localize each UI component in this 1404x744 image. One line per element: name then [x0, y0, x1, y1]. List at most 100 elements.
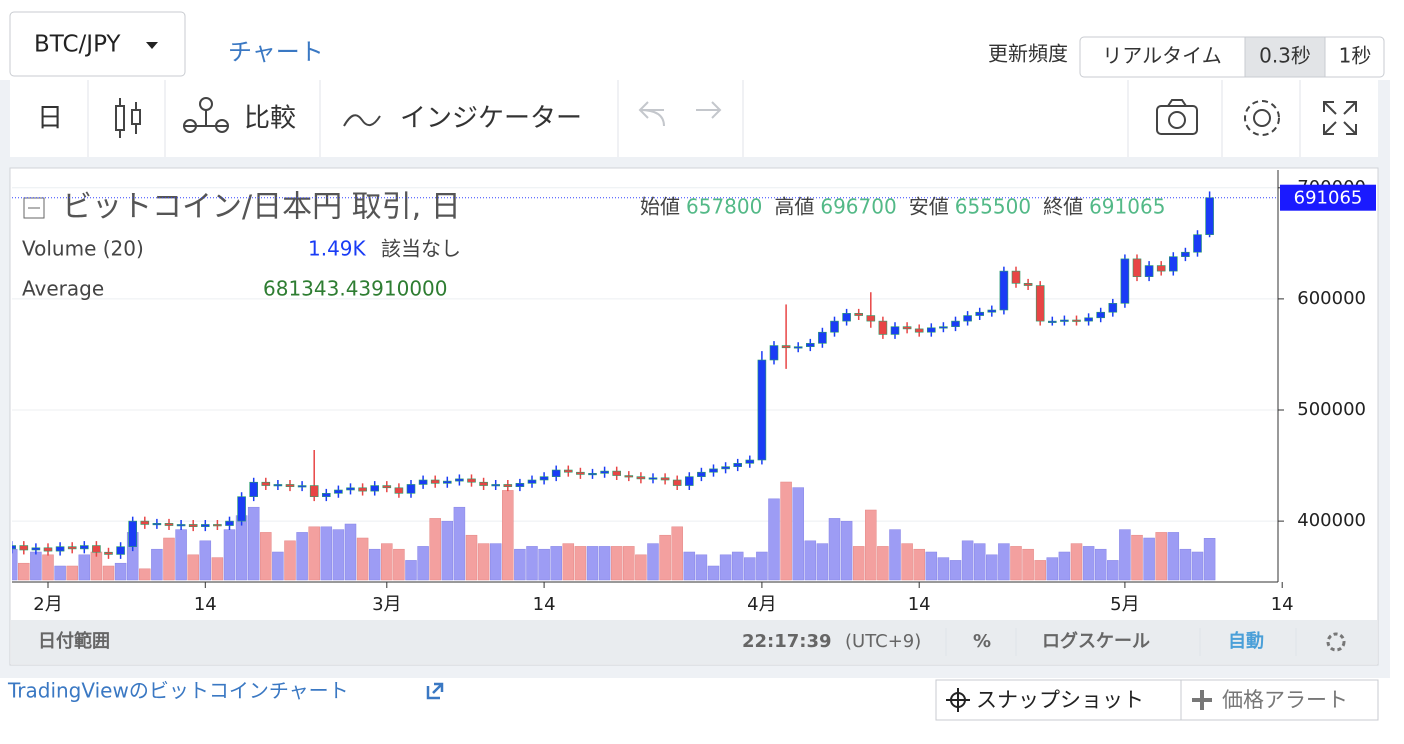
- refresh-option[interactable]: 0.3秒: [1259, 44, 1311, 68]
- volume-bar: [465, 534, 478, 581]
- settings-icon[interactable]: [1244, 100, 1280, 136]
- chart-title: ビットコイン/日本円 取引, 日: [62, 190, 461, 225]
- candle-body: [152, 523, 162, 526]
- interval-button[interactable]: 日: [37, 104, 63, 134]
- candle-body: [116, 546, 125, 555]
- volume-bar: [320, 526, 333, 581]
- candle-body: [455, 478, 464, 482]
- compare-icon[interactable]: [183, 97, 229, 133]
- candle-body: [1144, 265, 1154, 277]
- volume-bar: [356, 537, 369, 581]
- volume-bar: [441, 520, 454, 581]
- study-name: Average: [22, 277, 104, 301]
- candle-body: [890, 326, 900, 335]
- candle-body: [309, 485, 319, 497]
- candle-body: [805, 343, 815, 347]
- plot: [12, 187, 1278, 581]
- volume-bar: [187, 554, 199, 581]
- candle-body: [1023, 283, 1033, 286]
- tradingview-link[interactable]: TradingViewのビットコインチャート: [7, 679, 349, 703]
- fullscreen-icon[interactable]: [1323, 101, 1357, 135]
- volume-bar: [1119, 529, 1131, 581]
- candle-body: [442, 480, 452, 484]
- volume-bar: [901, 543, 913, 581]
- timezone[interactable]: (UTC+9): [845, 631, 921, 652]
- volume-bar: [562, 543, 575, 581]
- candle-body: [104, 551, 113, 555]
- candle-body: [1156, 265, 1166, 272]
- candle-body: [321, 493, 331, 497]
- candle-body: [539, 476, 549, 481]
- candle-body: [624, 475, 634, 478]
- volume-bar: [973, 543, 986, 581]
- x-tick-label: 14: [1271, 594, 1294, 615]
- volume-bar: [368, 548, 381, 581]
- candle-body: [346, 487, 355, 491]
- volume-bar: [1034, 560, 1046, 581]
- legend-value: 655500: [955, 195, 1031, 219]
- volume-bar: [66, 565, 78, 581]
- y-tick-label: 500000: [1297, 399, 1366, 420]
- volume-bar: [768, 498, 780, 581]
- volume-bar: [647, 543, 659, 581]
- camera-icon[interactable]: [1156, 99, 1198, 135]
- candle-body: [503, 484, 513, 487]
- alert-button[interactable]: 価格アラート: [1222, 688, 1348, 712]
- candle-body: [527, 479, 537, 484]
- candle-body: [1096, 311, 1105, 319]
- volume-bar: [1143, 537, 1155, 581]
- volume-bar: [344, 523, 357, 581]
- candle-body: [491, 484, 501, 487]
- undo[interactable]: [638, 101, 665, 127]
- candle-body: [176, 524, 186, 527]
- candle-body: [660, 477, 670, 481]
- candle-body: [902, 326, 912, 330]
- redo[interactable]: [696, 101, 722, 119]
- snapshot-button[interactable]: スナップショット: [976, 688, 1144, 712]
- percent-toggle[interactable]: %: [973, 631, 991, 652]
- volume-bar: [586, 546, 599, 581]
- candle-body: [479, 481, 488, 486]
- indicators-button[interactable]: インジケーター: [400, 104, 582, 134]
- log-toggle[interactable]: ログスケール: [1042, 630, 1150, 652]
- volume-bar: [961, 540, 974, 581]
- footer-bar: [11, 620, 1377, 664]
- volume-bar: [1070, 543, 1083, 581]
- compare-button[interactable]: 比較: [244, 104, 296, 134]
- price-label: 691065: [1294, 188, 1363, 209]
- auto-toggle[interactable]: 自動: [1228, 630, 1264, 652]
- candle-body: [1193, 234, 1202, 253]
- candle-body: [757, 359, 767, 461]
- volume-bar: [247, 506, 260, 581]
- footer-settings[interactable]: [1326, 632, 1346, 652]
- candle-body: [430, 479, 440, 484]
- refresh-option[interactable]: リアルタイム: [1102, 44, 1221, 68]
- candle-body: [733, 463, 743, 467]
- refresh-label: 更新頻度: [988, 42, 1068, 66]
- tab[interactable]: チャート: [228, 38, 324, 66]
- refresh-selected[interactable]: [1244, 36, 1326, 78]
- candle-body: [914, 328, 924, 333]
- symbol-button[interactable]: [9, 11, 186, 77]
- symbol[interactable]: BTC/JPY: [34, 32, 121, 58]
- indicator-icon[interactable]: [343, 114, 381, 127]
- date-range[interactable]: 日付範囲: [38, 630, 110, 652]
- legend-label: 始値: [640, 195, 680, 219]
- volume-bar: [780, 481, 792, 581]
- candle-body: [878, 320, 888, 335]
- caret: [146, 42, 158, 49]
- candle-body: [745, 459, 755, 464]
- refresh-option[interactable]: 1秒: [1339, 44, 1372, 68]
- volume-bar: [284, 540, 296, 581]
- candle-body: [600, 470, 609, 474]
- candle-body: [128, 520, 137, 547]
- candle-body: [926, 327, 936, 333]
- plus-icon: [1192, 690, 1212, 710]
- candle-body: [43, 547, 53, 552]
- candle-icon[interactable]: [115, 98, 141, 138]
- volume-bar: [925, 551, 938, 581]
- volume-bar: [623, 546, 635, 581]
- x-tick-label: 14: [533, 594, 556, 615]
- volume-bar: [139, 568, 151, 581]
